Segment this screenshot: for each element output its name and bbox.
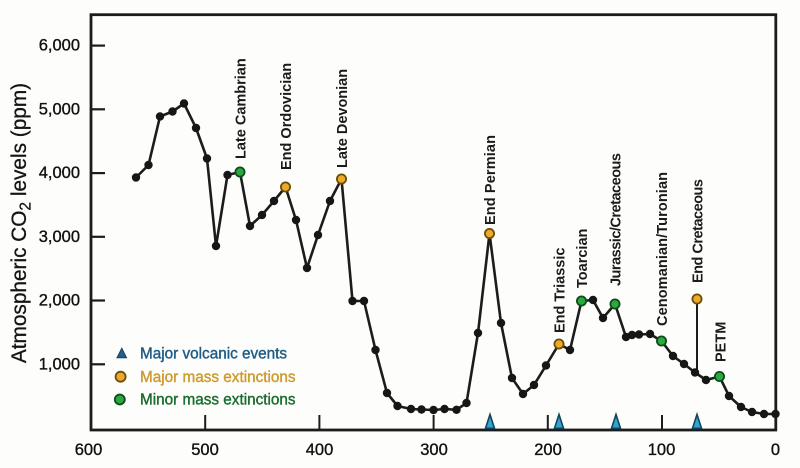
svg-text:End Cretaceous: End Cretaceous <box>691 179 707 283</box>
svg-text:100: 100 <box>648 441 676 459</box>
svg-text:300: 300 <box>420 441 448 459</box>
svg-text:Jurassic/Cretaceous: Jurassic/Cretaceous <box>609 153 625 286</box>
svg-text:End Permian: End Permian <box>483 135 499 225</box>
svg-text:3,000: 3,000 <box>39 228 80 246</box>
svg-text:600: 600 <box>75 441 103 459</box>
svg-text:6,000: 6,000 <box>39 37 80 55</box>
svg-text:Atmospheric CO2 levels (ppm): Atmospheric CO2 levels (ppm) <box>8 83 35 363</box>
svg-text:End Triassic: End Triassic <box>553 248 569 333</box>
svg-text:400: 400 <box>306 441 334 459</box>
svg-text:500: 500 <box>191 441 219 459</box>
svg-text:Cenomanian/Turonian: Cenomanian/Turonian <box>655 172 671 326</box>
svg-text:PETM: PETM <box>714 322 730 362</box>
svg-text:Major mass extinctions: Major mass extinctions <box>140 369 296 386</box>
svg-text:Late Cambrian: Late Cambrian <box>234 58 250 159</box>
svg-text:200: 200 <box>534 441 562 459</box>
svg-text:5,000: 5,000 <box>39 100 80 118</box>
svg-text:0: 0 <box>771 441 780 459</box>
svg-text:Minor mass extinctions: Minor mass extinctions <box>140 392 296 409</box>
svg-text:Late Devonian: Late Devonian <box>335 69 351 168</box>
svg-text:1,000: 1,000 <box>39 355 80 373</box>
svg-text:End Ordovician: End Ordovician <box>279 63 295 170</box>
svg-text:4,000: 4,000 <box>39 164 80 182</box>
svg-text:2,000: 2,000 <box>39 292 80 310</box>
svg-text:Major volcanic events: Major volcanic events <box>140 346 287 363</box>
svg-text:Toarcian: Toarcian <box>575 229 591 288</box>
